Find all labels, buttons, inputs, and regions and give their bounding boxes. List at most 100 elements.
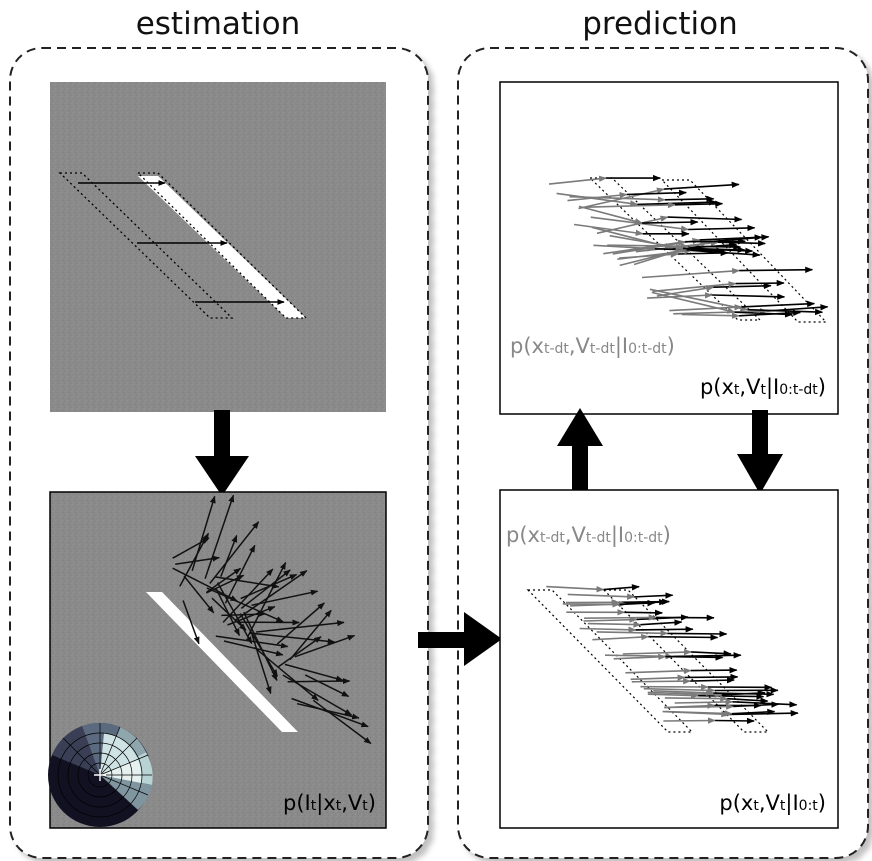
particle-arrow — [664, 695, 729, 702]
particle-arrow — [648, 634, 719, 641]
particle-arrow — [204, 494, 235, 579]
particle-arrow — [546, 585, 605, 593]
particle-arrow — [669, 304, 743, 312]
particle-arrow — [649, 288, 749, 312]
particle-arrow — [667, 630, 728, 638]
particle-arrow — [734, 311, 793, 318]
particle-arrow — [619, 246, 690, 267]
particle-arrow — [567, 192, 628, 202]
particle-arrow — [183, 575, 215, 614]
particle-arrow — [573, 223, 644, 237]
particle-arrow — [663, 717, 716, 724]
particle-arrow — [592, 633, 650, 641]
estimation-title: estimation — [136, 6, 301, 42]
particle-arrow — [684, 673, 739, 681]
particle-arrow — [637, 199, 717, 206]
particle-arrow — [251, 633, 272, 695]
particle-arrow — [712, 293, 786, 300]
particle-arrow — [556, 192, 639, 207]
posterior-panel: p(xt-dt,Vt-dt|I0:t-dt) p(xt,Vt|I0:t) — [499, 489, 839, 829]
particle-arrow — [206, 567, 242, 593]
particle-arrow — [691, 249, 761, 258]
particle-arrow — [240, 573, 298, 600]
current-bar-outline — [136, 172, 308, 319]
particle-arrow — [622, 648, 692, 656]
particle-arrow — [625, 667, 692, 675]
particle-arrow — [579, 626, 637, 633]
particle-arrow — [567, 593, 636, 600]
particle-arrow — [688, 241, 738, 249]
particle-arrow — [673, 308, 768, 315]
particle-arrow — [634, 592, 674, 599]
prediction-panel: p(xt-dt,Vt-dt|I0:t-dt) p(xt,Vt|I0:t-dt) — [499, 81, 839, 415]
likelihood-label: p(It|xt,Vt) — [283, 791, 376, 816]
prior-label-bottom: p(xt-dt,Vt-dt|I0:t-dt) — [506, 523, 671, 548]
particle-arrow — [688, 224, 756, 232]
particle-arrow — [664, 181, 740, 190]
particle-arrow — [216, 582, 253, 645]
particle-arrow — [304, 674, 350, 698]
previous-bar-outline — [58, 172, 234, 319]
particle-arrow — [647, 292, 713, 299]
down-arrow-prediction — [737, 410, 783, 494]
particle-arrow — [691, 650, 732, 657]
moving-bar — [138, 176, 306, 318]
particle-arrow — [596, 215, 669, 235]
particle-arrow — [674, 200, 724, 208]
particle-arrow — [653, 689, 715, 697]
particle-arrow — [587, 621, 642, 628]
particle-arrow — [596, 630, 669, 637]
particle-arrow — [584, 614, 657, 621]
particle-arrow — [713, 690, 775, 698]
particle-arrow — [624, 609, 663, 616]
particle-arrow — [289, 609, 332, 661]
particle-arrow — [667, 216, 743, 223]
particle-arrow — [641, 267, 741, 279]
particle-arrow — [682, 247, 754, 255]
particle-arrow — [651, 291, 736, 314]
particle-arrow — [578, 187, 665, 210]
particle-arrow — [733, 701, 780, 708]
particle-arrow — [609, 234, 684, 251]
particle-arrow — [665, 654, 724, 661]
particle-arrow — [630, 674, 686, 681]
particle-arrow — [221, 611, 266, 618]
particle-arrow — [674, 698, 734, 706]
particle-arrow — [220, 534, 238, 577]
particle-arrow — [613, 653, 667, 661]
particle-arrow — [246, 561, 287, 638]
particle-arrow — [665, 710, 733, 717]
particle-arrow — [690, 676, 735, 684]
particle-arrow — [172, 567, 238, 602]
particle-arrow — [562, 601, 621, 608]
particle-arrow — [640, 619, 683, 626]
particle-arrow — [652, 281, 737, 293]
particle-arrow — [747, 308, 824, 316]
particle-arrow — [172, 537, 210, 559]
particle-arrow — [603, 239, 686, 255]
particle-arrow — [656, 285, 715, 297]
particle-arrow — [312, 699, 372, 745]
particle-arrow — [741, 300, 816, 308]
particle-arrow — [251, 589, 319, 607]
up-arrow-prediction — [557, 408, 603, 490]
predicted-label: p(xt,Vt|I0:t-dt) — [700, 375, 826, 400]
particle-arrow — [206, 587, 284, 623]
particle-arrow — [739, 266, 814, 273]
right-arrow-update — [418, 612, 502, 666]
particle-arrow — [681, 312, 740, 319]
particle-arrow — [664, 195, 715, 203]
particle-arrow — [296, 702, 360, 720]
prior-label-top: p(xt-dt,Vt-dt|I0:t-dt) — [510, 334, 675, 359]
particle-arrow — [227, 606, 276, 626]
particle-arrow — [548, 175, 607, 185]
posterior-label: p(xt,Vt|I0:t) — [719, 791, 826, 816]
particle-arrow — [727, 697, 769, 704]
direction-histogram-dial — [48, 722, 153, 827]
particle-arrow — [619, 599, 656, 607]
particle-arrow — [626, 189, 687, 197]
particle-arrow — [249, 632, 336, 645]
particle-arrow — [205, 574, 245, 594]
particle-arrow — [585, 201, 676, 209]
particle-arrow — [635, 626, 694, 633]
